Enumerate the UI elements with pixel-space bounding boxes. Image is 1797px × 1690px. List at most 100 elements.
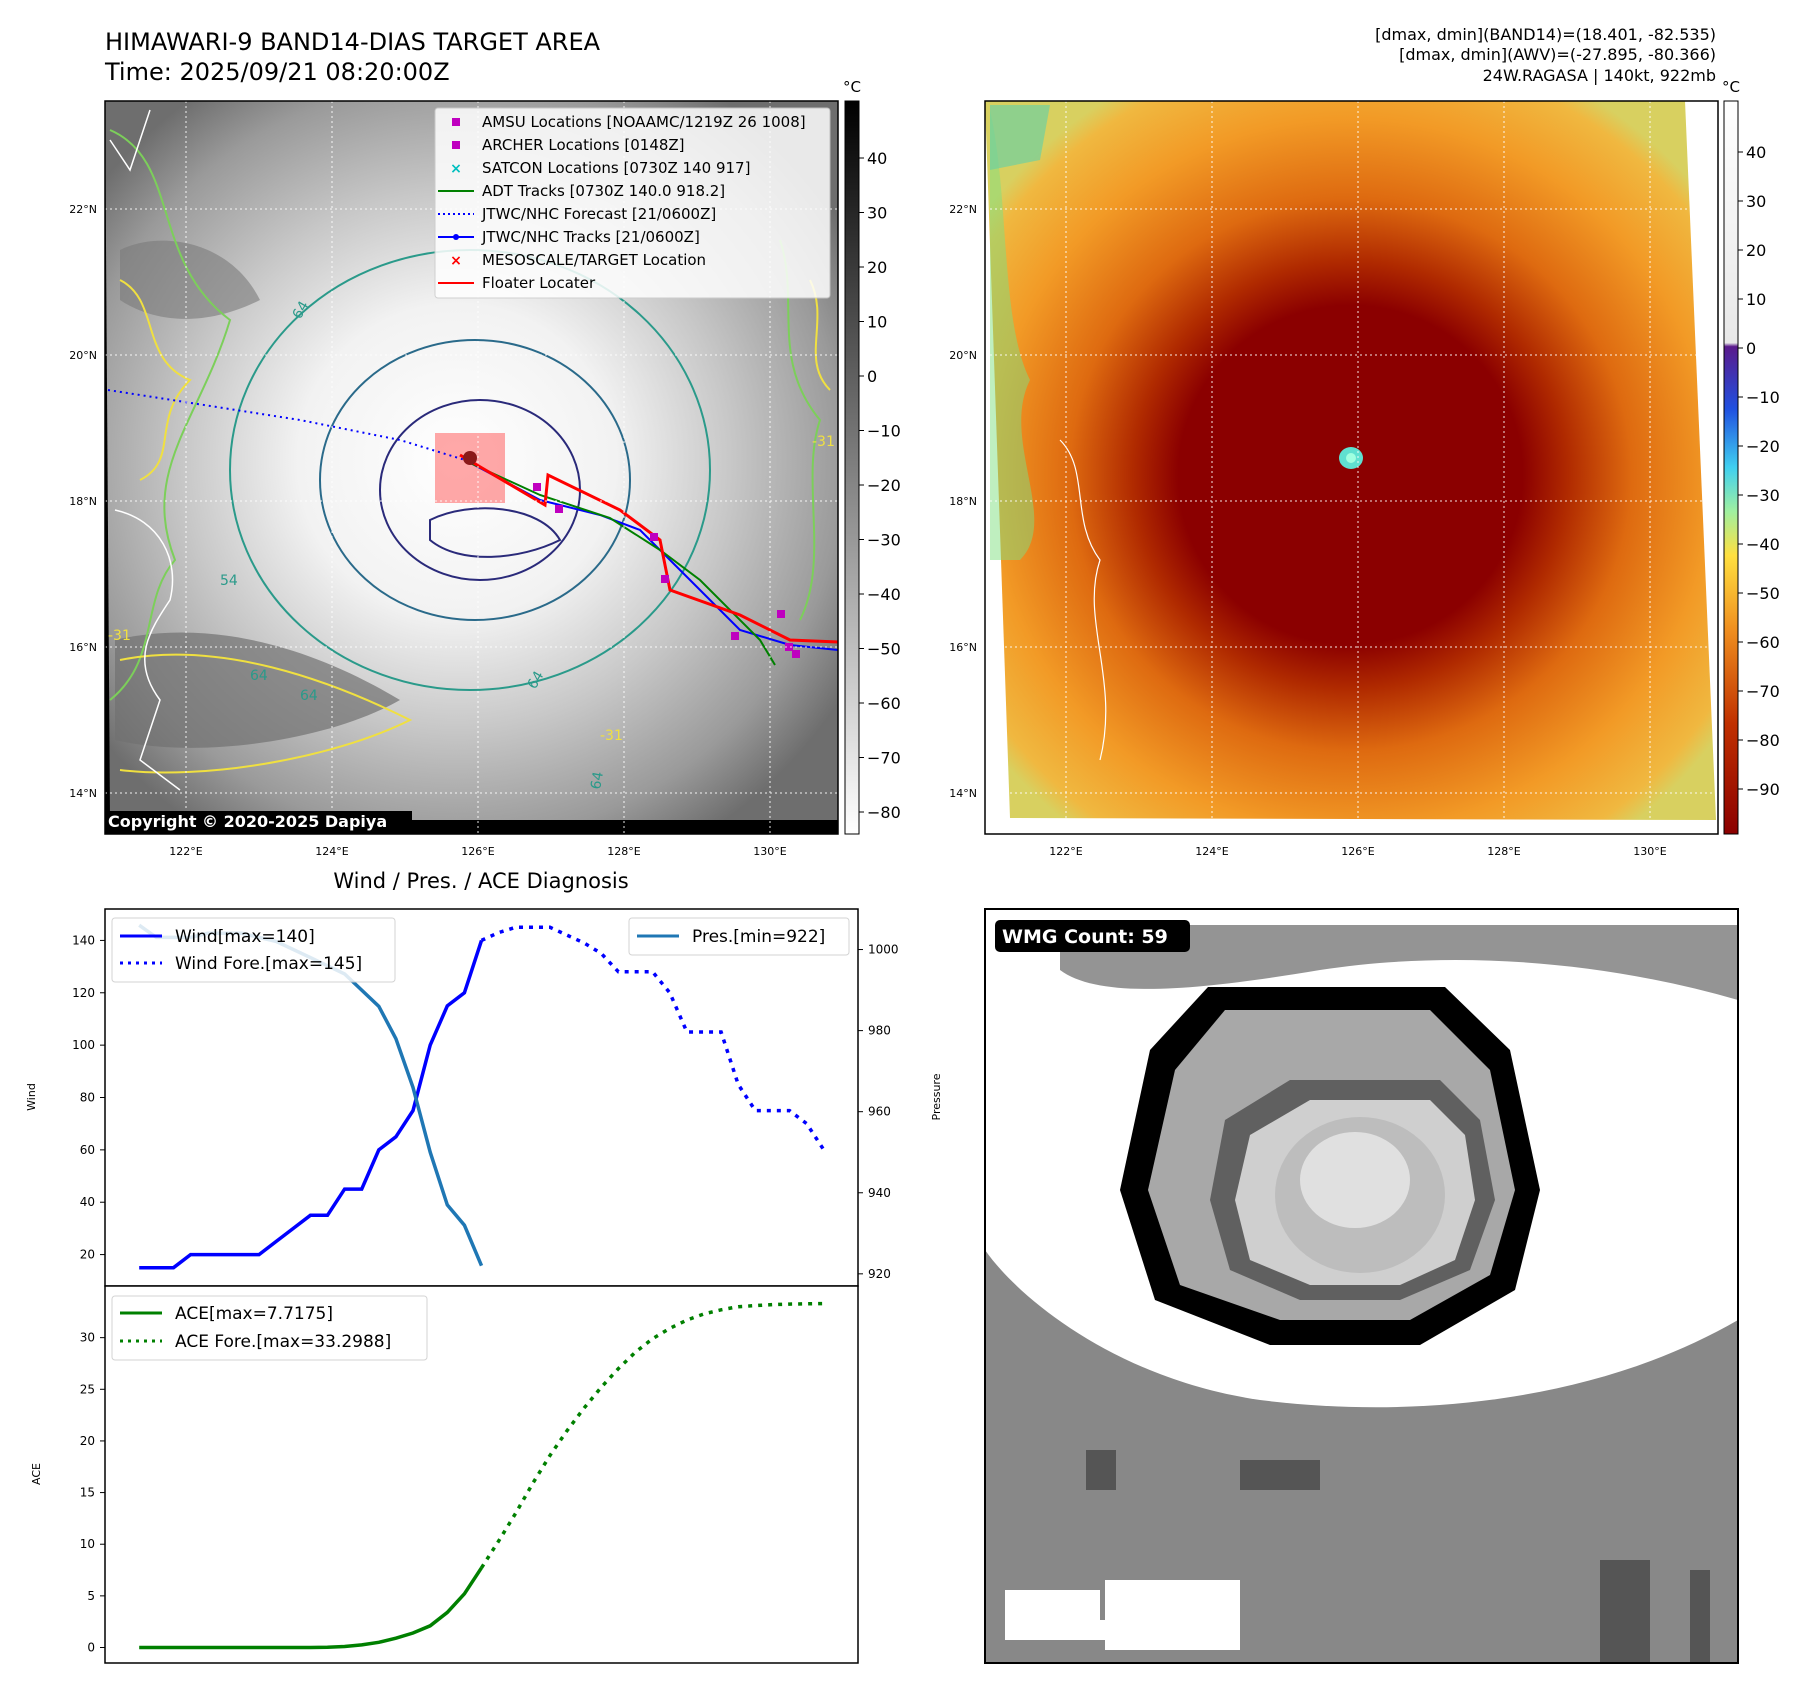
wmg-dark-patch bbox=[1086, 1450, 1116, 1490]
legend-label: Wind Fore.[max=145] bbox=[175, 954, 362, 974]
colorbar-tick-label: −10 bbox=[1746, 388, 1780, 407]
wmg-gray-north bbox=[1060, 925, 1738, 1000]
cloud-band-nw bbox=[120, 240, 260, 319]
series-line bbox=[139, 1566, 483, 1650]
legend-marker bbox=[452, 118, 460, 126]
y-tick-label: 60 bbox=[80, 1143, 95, 1157]
contour-label: 64 bbox=[588, 770, 607, 790]
coastline bbox=[109, 109, 181, 791]
wmg-dark-patch bbox=[1690, 1570, 1710, 1663]
legend-entry: Floater Locater bbox=[482, 274, 596, 292]
y-tick-label: 120 bbox=[72, 986, 95, 1000]
lat-tick-label: 16°N bbox=[69, 641, 97, 654]
legend-entry: JTWC/NHC Forecast [21/0600Z] bbox=[481, 205, 716, 223]
colorbar-tick-label: 30 bbox=[1746, 192, 1766, 211]
lon-tick-label: 130°E bbox=[1633, 845, 1666, 858]
colorbar-left: °C 40 30 20 10 0 −10 −20 −30 −40 −50 −60 −70 −80 bbox=[843, 78, 901, 835]
y-tick-label: 30 bbox=[80, 1331, 95, 1345]
colorbar-tick-label: 10 bbox=[1746, 290, 1766, 309]
wind-legend: Wind[max=140] Wind Fore.[max=145] bbox=[111, 917, 396, 983]
y-tick-label: 100 bbox=[72, 1038, 95, 1052]
contour-yellow-west bbox=[119, 279, 192, 481]
legend-label: ACE Fore.[max=33.2988] bbox=[175, 1332, 391, 1352]
lat-tick-label: 20°N bbox=[949, 349, 977, 362]
coastline-right bbox=[1059, 439, 1107, 761]
y-tick-label-right: 1000 bbox=[868, 943, 899, 957]
wmg-count-label: WMG Count: 59 bbox=[1002, 926, 1168, 948]
awv-map-panel: 122°E 124°E 126°E 128°E 130°E 22°N 20°N 18°N 16°… bbox=[949, 100, 1719, 858]
colorbar-tick-label: −10 bbox=[867, 422, 901, 441]
legend-entry: JTWC/NHC Tracks [21/0600Z] bbox=[481, 228, 700, 246]
legend-marker-dot bbox=[453, 234, 459, 240]
colorbar-tick-label: −50 bbox=[1746, 584, 1780, 603]
y-tick-label: 5 bbox=[87, 1589, 95, 1603]
colorbar-tick-label: 20 bbox=[867, 258, 887, 277]
y-tick-label: 80 bbox=[80, 1091, 95, 1105]
y-tick-label-right: 920 bbox=[868, 1267, 891, 1281]
wmg-dark-patch bbox=[1600, 1560, 1650, 1663]
y-tick-label: 0 bbox=[87, 1641, 95, 1655]
colorbar-hot bbox=[1723, 100, 1739, 835]
colorbar-tick-label: −90 bbox=[1746, 780, 1780, 799]
legend-box bbox=[434, 107, 831, 299]
copyright-bg bbox=[105, 811, 412, 833]
wmg-frame bbox=[984, 908, 1739, 1664]
contour-label: 64 bbox=[525, 668, 548, 692]
colorbar-tick-label: 40 bbox=[867, 149, 887, 168]
ace-legend-box bbox=[111, 1295, 428, 1361]
ace-chart: ACE 0 5 10 15 20 25 30 ACE[max=7.7175] ACE For… bbox=[30, 1285, 859, 1664]
dry-slot-nw bbox=[990, 105, 1050, 170]
contour-label: 64 bbox=[250, 668, 268, 684]
colorbar-unit-right: °C bbox=[1722, 78, 1740, 96]
lat-tick-label: 22°N bbox=[69, 203, 97, 216]
y-tick-label-right: 960 bbox=[868, 1105, 891, 1119]
colorbar-tick-label: −20 bbox=[867, 476, 901, 495]
colorbar-tick-label: 20 bbox=[1746, 241, 1766, 260]
contour-labels: -31 -31 64 64 64 54 64 64 -31 bbox=[108, 298, 835, 790]
chart-title: Wind / Pres. / ACE Diagnosis bbox=[333, 869, 628, 893]
lat-tick-label: 18°N bbox=[69, 495, 97, 508]
pressure-legend: Pres.[min=922] bbox=[628, 917, 850, 956]
wmg-eye-center bbox=[1300, 1132, 1410, 1228]
legend-entry: SATCON Locations [0730Z 140 917] bbox=[482, 159, 750, 177]
lat-tick-label: 22°N bbox=[949, 203, 977, 216]
contour-label: -31 bbox=[108, 628, 131, 644]
forecast-track bbox=[107, 389, 466, 461]
colorbar-unit: °C bbox=[843, 78, 861, 96]
floater-locater-track bbox=[459, 453, 838, 644]
lon-tick-label: 122°E bbox=[169, 845, 202, 858]
colorbar-right: °C 40 30 20 10 0 −10 −20 −30 −40 −50 −60 −70 −80 −90 bbox=[1722, 78, 1780, 835]
legend-marker: × bbox=[450, 161, 462, 177]
colorbar-tick-label: −70 bbox=[1746, 682, 1780, 701]
info-awv: [dmax, dmin](AWV)=(-27.895, -80.366) bbox=[1399, 45, 1716, 64]
colorbar-tick-label: −50 bbox=[867, 640, 901, 659]
lon-tick-label: 126°E bbox=[1341, 845, 1374, 858]
wmg-white-patch bbox=[1105, 1580, 1240, 1650]
y-tick-label: 140 bbox=[72, 933, 95, 947]
legend-entry: MESOSCALE/TARGET Location bbox=[482, 251, 706, 269]
y-tick-label: 20 bbox=[80, 1434, 95, 1448]
lat-tick-label: 14°N bbox=[949, 787, 977, 800]
legend-marker: × bbox=[450, 253, 462, 269]
eye-core bbox=[1346, 453, 1356, 463]
lat-tick-label: 20°N bbox=[69, 349, 97, 362]
ir-map-panel: -31 -31 64 64 64 54 64 64 -31 Copyright … bbox=[69, 100, 839, 858]
contour-label: 64 bbox=[290, 298, 313, 322]
contour-label: 64 bbox=[300, 688, 318, 704]
colorbar-tick-label: 0 bbox=[867, 367, 877, 386]
colorbar-tick-label: 30 bbox=[867, 204, 887, 223]
colorbar-tick-label: −40 bbox=[867, 585, 901, 604]
legend-entry: ARCHER Locations [0148Z] bbox=[482, 136, 685, 154]
map-legend: AMSU Locations [NOAAMC/1219Z 26 1008] ARC… bbox=[434, 107, 831, 299]
lon-tick-label: 122°E bbox=[1049, 845, 1082, 858]
pressure-legend-box bbox=[628, 917, 850, 956]
colorbar-tick-label: −30 bbox=[1746, 486, 1780, 505]
wind-pressure-chart: Wind / Pres. / ACE Diagnosis Wind Pressu… bbox=[25, 869, 943, 1287]
info-band14: [dmax, dmin](BAND14)=(18.401, -82.535) bbox=[1375, 25, 1716, 44]
lon-tick-label: 124°E bbox=[315, 845, 348, 858]
archer-markers bbox=[533, 483, 800, 658]
colorbar-tick-label: −70 bbox=[867, 749, 901, 768]
colorbar-tick-label: −20 bbox=[1746, 437, 1780, 456]
y-tick-label-right: 940 bbox=[868, 1186, 891, 1200]
